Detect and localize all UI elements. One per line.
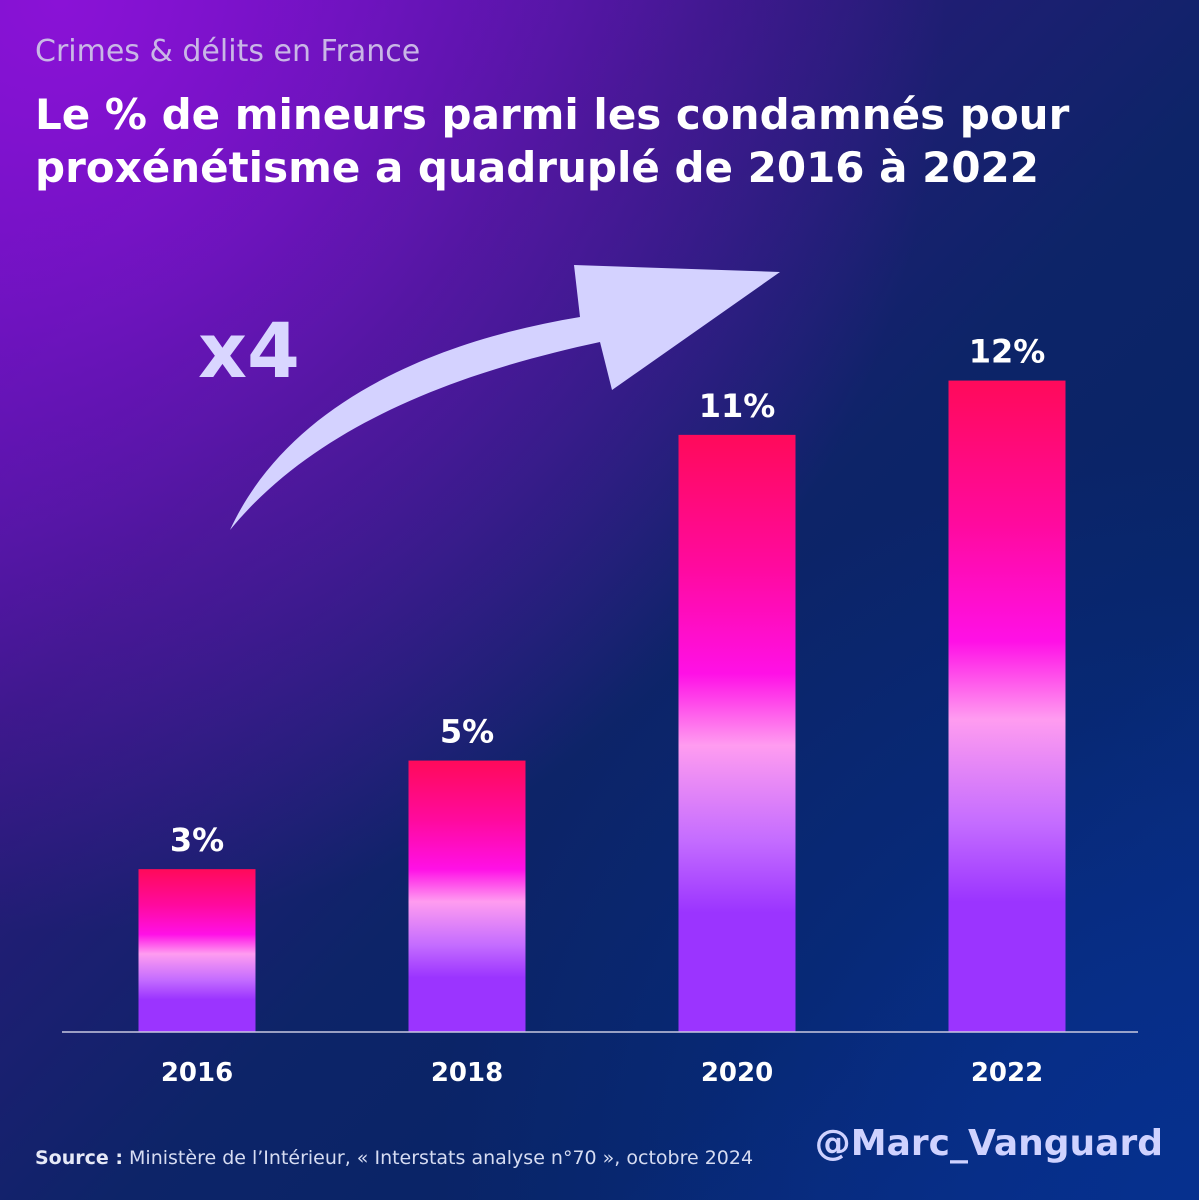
value-label-2020: 11% [699,387,776,425]
bars-group: 3% 2016 5% 2018 11% 2020 12% 2022 [138,333,1066,1088]
value-label-2022: 12% [969,333,1046,371]
value-label-2018: 5% [440,713,494,751]
x-tick-2022: 2022 [971,1058,1043,1088]
growth-arrow [230,265,780,530]
value-label-2016: 3% [170,821,224,859]
x-tick-2018: 2018 [431,1058,503,1088]
x-tick-2020: 2020 [701,1058,773,1088]
source-note: Source : Ministère de l’Intérieur, « Int… [35,1147,753,1169]
x-tick-2016: 2016 [161,1058,233,1088]
source-text: Ministère de l’Intérieur, « Interstats a… [123,1147,754,1169]
bar-2022 [948,380,1066,1033]
chart-title: Le % de mineurs parmi les condamnés pour… [35,90,1070,192]
bar-2020 [678,434,796,1032]
multiplier-label: x4 [198,306,300,395]
chart-subtitle: Crimes & délits en France [35,34,421,69]
bar-2018 [408,760,526,1032]
source-label: Source : [35,1147,123,1169]
bar-2016 [138,869,256,1032]
author-handle: @Marc_Vanguard [814,1123,1163,1164]
